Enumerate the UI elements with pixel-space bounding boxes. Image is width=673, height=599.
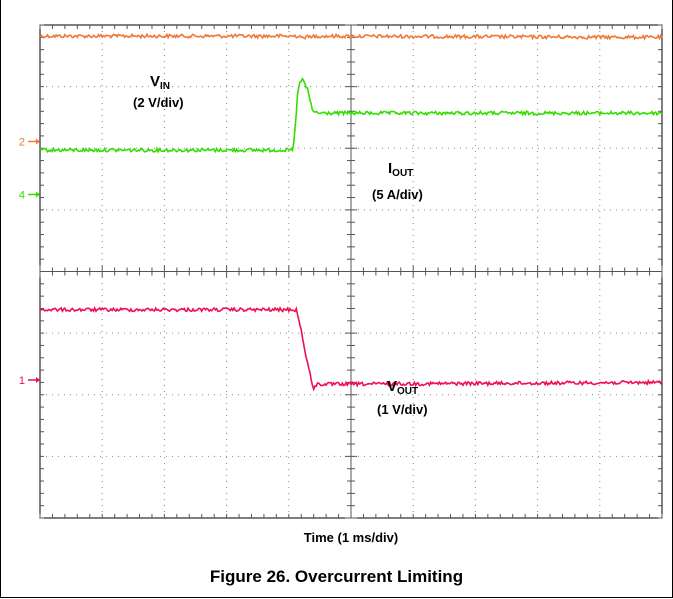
vin-label: VIN [150, 73, 170, 92]
trace-vin [39, 32, 663, 41]
channel-marker-label: 1 [19, 375, 25, 387]
figure-caption: Figure 26. Overcurrent Limiting [209, 567, 464, 586]
vin-scale: (2 V/div) [133, 95, 184, 110]
traces [39, 32, 663, 392]
channel-marker-arrow [36, 191, 40, 198]
channel-marker-arrow [36, 376, 40, 383]
channel-marker-2: 2 [19, 136, 40, 148]
channel-marker-4: 4 [19, 189, 40, 201]
channel-marker-arrow [36, 138, 40, 145]
x-axis-label: Time (1 ms/div) [304, 530, 398, 545]
channel-markers: 2 4 1 [19, 136, 40, 387]
oscilloscope-chart: 2 4 1 VIN (2 V/div) IOUT (5 A/div) VOUT (1… [19, 24, 663, 545]
vout-label: VOUT [387, 378, 418, 397]
graticule [39, 24, 663, 519]
trace-iout [39, 77, 663, 154]
vout-scale: (1 V/div) [377, 402, 428, 417]
channel-marker-label: 2 [19, 136, 25, 148]
iout-label: IOUT [388, 160, 413, 179]
iout-scale: (5 A/div) [372, 187, 423, 202]
channel-marker-1: 1 [19, 375, 40, 387]
channel-marker-label: 4 [19, 189, 25, 201]
trace-vout [40, 306, 663, 392]
